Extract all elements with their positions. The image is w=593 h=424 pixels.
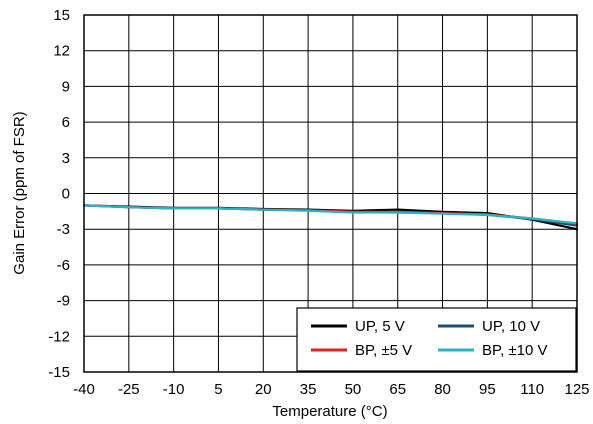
y-tick-label: -9	[57, 293, 70, 310]
y-tick-label: 3	[62, 150, 70, 167]
legend-label-3: BP, ±10 V	[482, 342, 548, 359]
x-tick-label: 95	[479, 381, 496, 398]
legend: UP, 5 V UP, 10 V BP, ±5 V BP, ±10 V	[296, 307, 577, 372]
x-tick-label: -10	[163, 381, 185, 398]
y-tick-label: -12	[48, 328, 70, 345]
x-tick-label: 20	[255, 381, 272, 398]
y-tick-label: -15	[48, 364, 70, 381]
legend-label-2: BP, ±5 V	[355, 342, 412, 359]
y-tick-label: 0	[62, 186, 70, 203]
y-tick-label: -3	[57, 221, 70, 238]
y-tick-labels: 15 12 9 6 3 0 -3 -6 -9 -12 -15	[48, 7, 70, 381]
legend-box	[296, 307, 577, 372]
y-tick-label: 6	[62, 114, 70, 131]
y-tick-label: 9	[62, 78, 70, 95]
series-layer	[82, 204, 579, 231]
x-tick-label: 50	[345, 381, 362, 398]
series-line-3	[82, 204, 579, 225]
x-tick-label: 5	[214, 381, 222, 398]
x-tick-label: 65	[389, 381, 406, 398]
x-tick-label: 125	[564, 381, 589, 398]
x-axis-title: Temperature (°C)	[272, 403, 387, 420]
y-axis-title: Gain Error (ppm of FSR)	[11, 111, 28, 274]
y-tick-label: 15	[53, 7, 70, 24]
x-tick-label: 110	[520, 381, 544, 398]
y-tick-label: -6	[57, 257, 70, 274]
y-tick-label: 12	[53, 43, 70, 60]
plot-frame	[83, 14, 578, 373]
x-tick-label: -40	[73, 381, 95, 398]
x-tick-labels: -40 -25 -10 5 20 35 50 65 80 95 110 125	[73, 381, 589, 398]
x-tick-label: 80	[434, 381, 451, 398]
x-tick-label: -25	[118, 381, 140, 398]
legend-label-1: UP, 10 V	[482, 318, 540, 335]
legend-label-0: UP, 5 V	[355, 318, 405, 335]
x-tick-label: 35	[300, 381, 317, 398]
